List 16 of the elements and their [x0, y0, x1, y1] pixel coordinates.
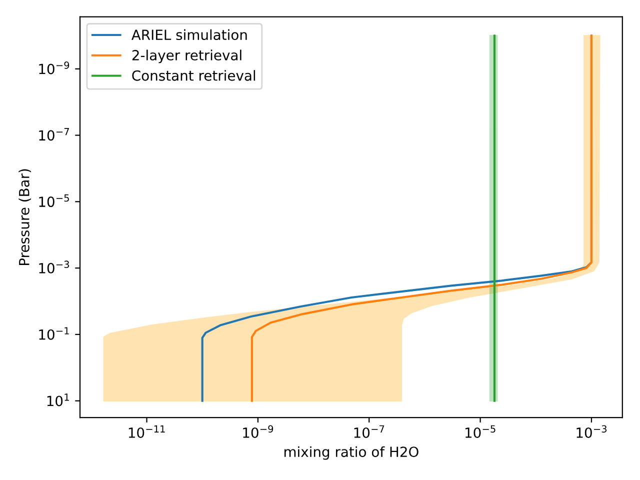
y-tick-label: 10$^{−5}$ — [39, 194, 69, 208]
y-tick-label: 10$^{−3}$ — [39, 260, 69, 274]
legend-label: 2-layer retrieval — [132, 50, 242, 64]
x-tick-label: 10$^{−9}$ — [243, 425, 274, 438]
y-tick-label: 10$^{1}$ — [47, 394, 69, 406]
x-tick-label: 10$^{−5}$ — [466, 425, 496, 438]
y-tick-label: 10$^{−9}$ — [39, 62, 70, 74]
legend-label: ARIEL simulation — [131, 29, 247, 40]
y-axis-title: Pressure (Bar) — [18, 169, 32, 265]
y-tick-label: 10$^{−7}$ — [39, 128, 69, 141]
y-tick-label: 10$^{−1}$ — [39, 327, 69, 340]
x-tick-label: 10$^{−7}$ — [354, 425, 384, 438]
x-axis-title: mixing ratio of H2O — [284, 446, 418, 460]
x-tick-label: 10$^{−11}$ — [128, 425, 165, 438]
legend-label: Constant retrieval — [132, 70, 256, 81]
x-tick-label: 10$^{−3}$ — [576, 425, 607, 438]
